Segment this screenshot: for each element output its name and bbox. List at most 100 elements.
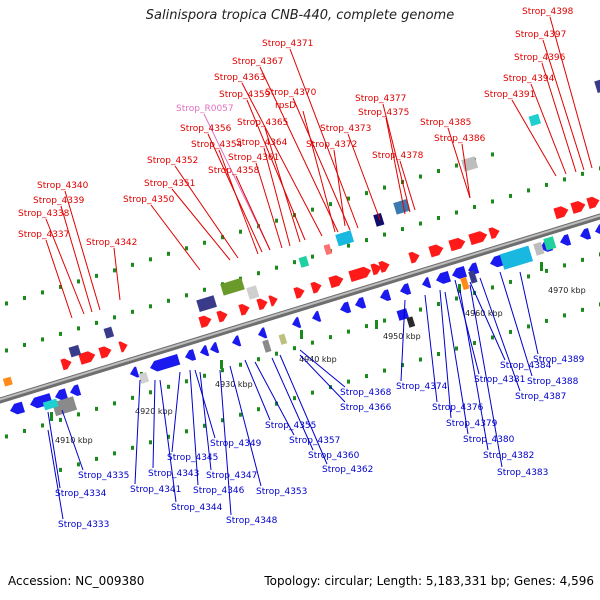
tick-mark xyxy=(383,368,386,373)
gene-label: Strop_4375 xyxy=(358,108,409,118)
gene-box xyxy=(396,308,410,321)
reverse-gene xyxy=(595,223,600,236)
tick-mark xyxy=(59,417,62,422)
map-title: Salinispora tropica CNB-440, complete ge… xyxy=(145,8,455,23)
tick-mark xyxy=(581,307,584,312)
tick-mark xyxy=(383,318,386,323)
gene-label: Strop_4388 xyxy=(527,377,579,387)
leader-line xyxy=(499,271,533,377)
leader-line xyxy=(244,359,271,421)
major-tick xyxy=(540,262,543,271)
forward-gene xyxy=(98,346,112,359)
tick-mark xyxy=(527,188,530,193)
leader-line xyxy=(241,82,323,237)
tick-mark xyxy=(383,232,386,237)
reverse-gene xyxy=(70,384,82,397)
reverse-gene xyxy=(232,335,242,347)
tick-mark xyxy=(455,346,458,351)
leader-line xyxy=(45,239,73,319)
tick-mark xyxy=(491,199,494,204)
gene-label: Strop_4360 xyxy=(308,451,360,461)
leader-line xyxy=(259,66,339,233)
tick-mark xyxy=(329,202,332,207)
tick-mark xyxy=(509,279,512,284)
forward-gene xyxy=(238,303,250,316)
gene-labels: Strop_4398 Strop_4397 Strop_4396 Strop_4394… xyxy=(18,7,585,530)
gene-label: Strop_4366 xyxy=(340,403,392,413)
gene-label: Strop_4355 xyxy=(265,421,316,431)
leader-line xyxy=(302,110,336,233)
tick-mark xyxy=(545,268,548,273)
tick-mark xyxy=(239,412,242,417)
forward-gene xyxy=(468,231,488,246)
forward-gene xyxy=(268,295,278,307)
leader-line xyxy=(382,103,411,213)
reverse-gene xyxy=(380,289,392,301)
tick-mark xyxy=(491,285,494,290)
tick-mark xyxy=(311,207,314,212)
tick-mark xyxy=(149,304,152,309)
gene-label: Strop_4357 xyxy=(289,436,340,446)
tick-mark xyxy=(167,384,170,389)
gene-box xyxy=(278,333,288,345)
tick-mark xyxy=(455,163,458,168)
tick-mark xyxy=(401,363,404,368)
forward-gene xyxy=(310,281,322,294)
forward-gene xyxy=(553,206,569,220)
tick-mark xyxy=(167,434,170,439)
tick-mark xyxy=(563,177,566,182)
gene-label: Strop_4338 xyxy=(18,209,70,219)
gene-label: Strop_4397 xyxy=(515,30,566,40)
tick-mark xyxy=(167,298,170,303)
tick-mark xyxy=(257,407,260,412)
leader-line xyxy=(254,361,295,436)
tick-mark xyxy=(491,335,494,340)
gene-label: Strop_4378 xyxy=(372,151,424,161)
reverse-gene xyxy=(200,345,210,357)
gene-label: Strop_4380 xyxy=(463,435,515,445)
gene-label: Strop_4349 xyxy=(210,439,262,449)
tick-mark xyxy=(527,274,530,279)
tick-mark xyxy=(347,196,350,201)
gene-box xyxy=(406,316,416,328)
gene-label: Strop_4368 xyxy=(340,388,392,398)
leader-line xyxy=(541,62,577,173)
tick-mark xyxy=(149,390,152,395)
gene-box xyxy=(262,339,272,353)
tick-mark xyxy=(401,227,404,232)
tick-mark xyxy=(5,348,8,353)
tick-mark xyxy=(347,379,350,384)
leader-line xyxy=(530,83,567,175)
leader-line xyxy=(299,354,346,403)
tick-mark xyxy=(419,357,422,362)
reverse-gene xyxy=(185,349,197,361)
gene-features xyxy=(2,79,600,417)
gene-box xyxy=(2,376,13,387)
forward-gene xyxy=(118,341,128,353)
reverse-gene xyxy=(560,234,572,246)
gene-label: Strop_4333 xyxy=(58,520,109,530)
gene-label: Strop_4340 xyxy=(37,181,89,191)
tick-mark xyxy=(419,221,422,226)
gene-label: Strop_4362 xyxy=(322,465,373,475)
gene-label: Strop_4379 xyxy=(446,419,498,429)
leader-line xyxy=(150,204,201,271)
gene-label: Strop_4344 xyxy=(171,503,223,513)
reverse-gene xyxy=(355,296,367,309)
gene-label: Strop_4347 xyxy=(206,471,257,481)
tick-mark xyxy=(221,235,224,240)
leader-line xyxy=(439,289,452,419)
gene-label: Strop_4391 xyxy=(484,90,535,100)
tick-mark xyxy=(437,302,440,307)
gene-label: Strop_4386 xyxy=(434,134,486,144)
gene-label: Strop_4341 xyxy=(130,485,181,495)
tick-mark xyxy=(113,451,116,456)
leader-line xyxy=(229,365,262,487)
leader-line xyxy=(459,289,489,451)
tick-mark xyxy=(365,191,368,196)
tick-mark xyxy=(293,260,296,265)
tick-mark xyxy=(419,174,422,179)
tick-mark xyxy=(113,401,116,406)
reverse-gene xyxy=(580,227,592,240)
tick-mark xyxy=(113,268,116,273)
